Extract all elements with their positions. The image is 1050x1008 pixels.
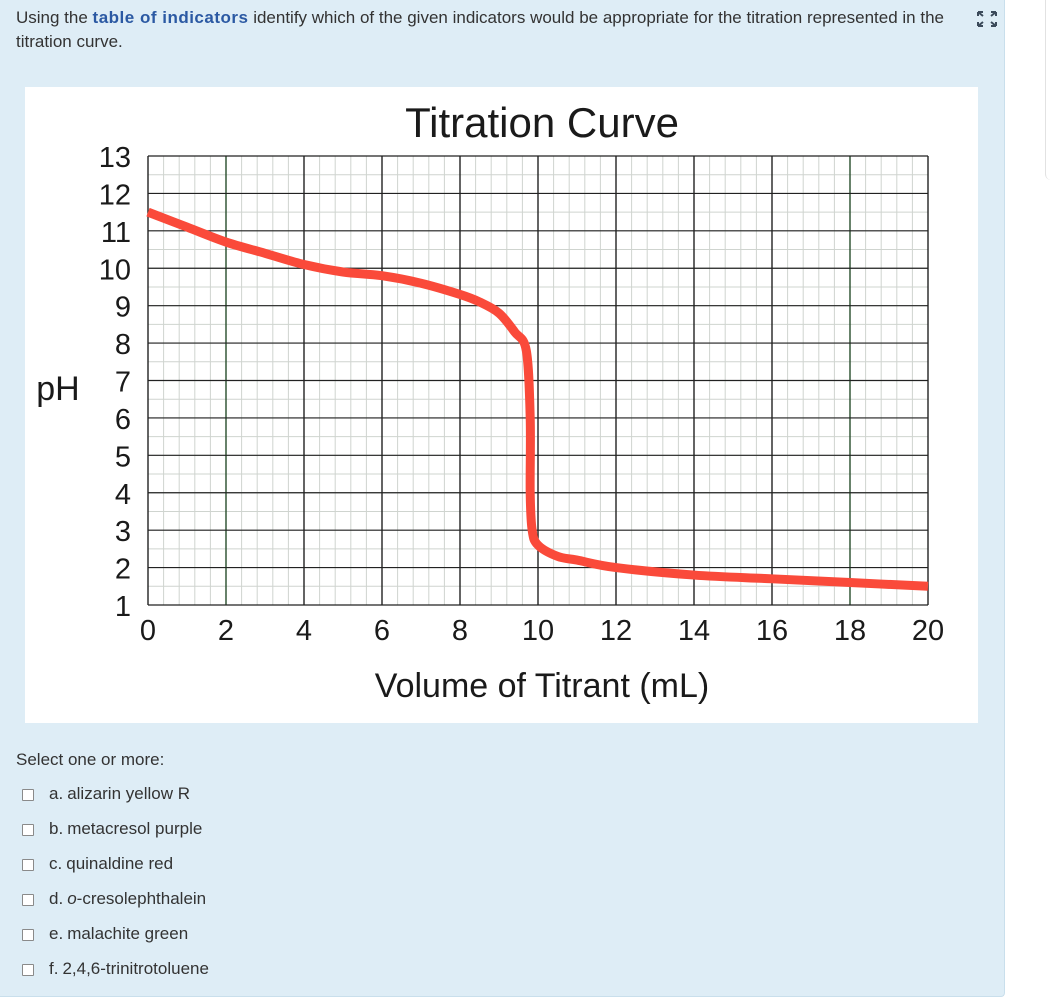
y-tick-label: 7 [115, 367, 131, 399]
y-tick-label: 10 [99, 254, 131, 286]
option-a[interactable]: a. alizarin yellow R [22, 776, 209, 811]
x-tick-label: 2 [218, 615, 234, 647]
y-tick-label: 3 [115, 516, 131, 548]
question-prefix: Using the [16, 8, 93, 27]
x-axis-label: Volume of Titrant (mL) [375, 667, 709, 705]
y-tick-label: 6 [115, 404, 131, 436]
x-tick-label: 18 [834, 615, 866, 647]
x-tick-label: 8 [452, 615, 468, 647]
option-label: malachite green [67, 923, 189, 943]
checkbox[interactable] [22, 963, 34, 976]
option-label: o-cresolephthalein [67, 888, 207, 908]
checkbox[interactable] [22, 823, 34, 836]
option-letter: d. [49, 888, 64, 908]
option-label: 2,4,6-trinitrotoluene [62, 958, 209, 978]
y-tick-label: 13 [99, 142, 131, 174]
option-letter: b. [49, 818, 64, 838]
option-letter: a. [49, 783, 64, 803]
x-tick-label: 12 [600, 615, 632, 647]
y-tick-label: 12 [99, 179, 131, 211]
x-tick-label: 20 [912, 615, 944, 647]
option-letter: c. [49, 853, 63, 873]
option-label: quinaldine red [66, 853, 174, 873]
checkbox[interactable] [22, 928, 34, 941]
table-of-indicators-link[interactable]: table of indicators [92, 8, 249, 27]
question-suffix: identify which of the given indicators w… [16, 8, 944, 51]
x-tick-label: 10 [522, 615, 554, 647]
option-letter: f. [49, 958, 59, 978]
x-tick-label: 14 [678, 615, 710, 647]
y-axis-label: pH [36, 370, 79, 408]
titration-curve [146, 207, 929, 591]
y-tick-label: 8 [115, 329, 131, 361]
x-tick-label: 0 [140, 615, 156, 647]
x-tick-label: 16 [756, 615, 788, 647]
option-d[interactable]: d. o-cresolephthalein [22, 881, 209, 916]
question-panel: Using the table of indicators identify w… [0, 0, 1005, 997]
question-text: Using the table of indicators identify w… [16, 6, 956, 54]
option-f[interactable]: f. 2,4,6-trinitrotoluene [22, 951, 209, 986]
y-tick-label: 1 [115, 591, 131, 623]
option-label: metacresol purple [67, 818, 203, 838]
expand-arrows-icon [977, 11, 997, 27]
titration-chart: Titration Curve 13 12 11 10 9 8 7 6 5 4 3 2 1 0 2 4 6 8 10 1… [25, 87, 978, 723]
checkbox[interactable] [22, 858, 34, 871]
option-label: alizarin yellow R [67, 783, 191, 803]
option-b[interactable]: b. metacresol purple [22, 811, 209, 846]
option-letter: e. [49, 923, 64, 943]
select-instruction: Select one or more: [16, 750, 165, 769]
chart-title: Titration Curve [405, 99, 679, 146]
y-tick-label: 2 [115, 554, 131, 586]
y-tick-label: 11 [101, 217, 131, 249]
x-tick-label: 6 [374, 615, 390, 647]
x-tick-label: 4 [296, 615, 312, 647]
checkbox[interactable] [22, 788, 34, 801]
y-tick-label: 4 [115, 479, 131, 511]
y-tick-label: 9 [115, 292, 131, 324]
side-panel-edge [1045, 0, 1050, 180]
y-tick-label: 5 [115, 441, 131, 473]
option-c[interactable]: c. quinaldine red [22, 846, 209, 881]
checkbox[interactable] [22, 893, 34, 906]
option-e[interactable]: e. malachite green [22, 916, 209, 951]
expand-button[interactable] [968, 4, 1006, 34]
